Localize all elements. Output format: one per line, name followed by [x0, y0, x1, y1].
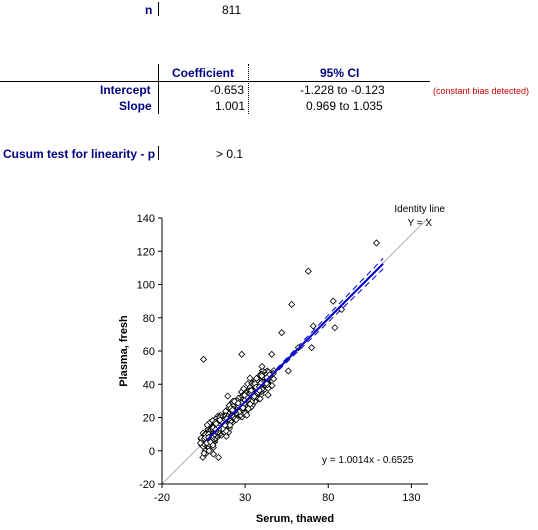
y-tick-label: 0	[149, 446, 155, 458]
intercept-note: (constant bias detected)	[433, 86, 530, 96]
intercept-value: -0.653	[210, 83, 245, 97]
y-tick-label: 20	[143, 413, 155, 425]
regression-equation: y = 1.0014x - 0.6525	[322, 455, 414, 466]
data-point	[264, 391, 272, 399]
data-point	[241, 391, 249, 399]
x-axis-label: Serum, thawed	[256, 513, 334, 525]
scatter-chart: -20 0 20 40 60 80 100 120 140 -20 30 80 130 Identity…	[118, 204, 445, 525]
data-point	[238, 350, 246, 358]
table-divider	[158, 64, 159, 114]
data-point	[216, 416, 224, 424]
n-value: 811	[222, 3, 242, 17]
y-axis-label: Plasma, fresh	[118, 315, 130, 387]
data-point	[258, 362, 266, 371]
x-tick-label: 80	[322, 492, 334, 504]
y-tick-label: 100	[137, 280, 155, 292]
data-point	[240, 385, 248, 393]
data-point	[226, 421, 234, 429]
cusum-divider	[158, 146, 159, 160]
data-point	[308, 344, 316, 352]
axes	[158, 217, 428, 488]
y-tick-label: 120	[137, 246, 155, 258]
data-point	[256, 395, 264, 403]
x-tick-label: -20	[154, 492, 170, 504]
data-point	[329, 297, 337, 305]
data-point	[200, 449, 208, 457]
y-tick-label: -20	[139, 479, 155, 491]
slope-label: Slope	[119, 99, 152, 113]
table-rule	[0, 81, 430, 82]
slope-ci: 0.969 to 1.035	[306, 99, 383, 113]
header-coefficient: Coefficient	[172, 66, 235, 80]
identity-line-label: Identity line	[394, 204, 445, 215]
tick-labels: -20 0 20 40 60 80 100 120 140 -20 30 80 130	[137, 213, 421, 504]
data-point	[246, 374, 254, 382]
data-point	[288, 300, 296, 309]
header-ci: 95% CI	[320, 66, 360, 80]
data-point	[209, 450, 218, 458]
data-point	[209, 441, 217, 449]
n-label: n	[145, 3, 153, 17]
data-point	[203, 421, 211, 429]
table-dotted-divider	[248, 64, 249, 114]
data-point	[258, 372, 266, 380]
data-point	[278, 329, 286, 337]
data-point	[199, 355, 208, 363]
y-tick-label: 60	[143, 346, 155, 358]
data-point	[214, 453, 223, 461]
intercept-label: Intercept	[100, 83, 151, 97]
data-point	[252, 374, 261, 382]
regression-line-group	[206, 263, 384, 441]
data-point	[304, 267, 312, 275]
data-point	[268, 350, 276, 358]
intercept-ci: -1.228 to -0.123	[300, 83, 385, 97]
data-point	[246, 400, 254, 408]
regression-line	[206, 263, 384, 441]
data-point	[309, 322, 317, 330]
data-point	[243, 411, 251, 419]
n-divider	[158, 2, 159, 16]
data-point	[224, 392, 232, 400]
y-tick-label: 80	[143, 313, 155, 325]
data-point	[205, 447, 213, 455]
data-point	[331, 324, 339, 332]
data-point	[372, 239, 381, 247]
x-tick-label: 30	[239, 492, 251, 504]
x-tick-label: 130	[402, 492, 420, 504]
identity-line-equation: Y = X	[407, 218, 432, 229]
data-point	[196, 439, 205, 447]
cusum-label: Cusum test for linearity - p	[3, 147, 156, 161]
data-point	[284, 367, 292, 375]
cusum-value: > 0.1	[216, 147, 244, 161]
y-tick-label: 40	[143, 379, 155, 391]
data-point	[247, 386, 255, 394]
data-point	[234, 399, 242, 407]
y-tick-label: 140	[137, 213, 155, 225]
slope-value: 1.001	[215, 99, 246, 113]
